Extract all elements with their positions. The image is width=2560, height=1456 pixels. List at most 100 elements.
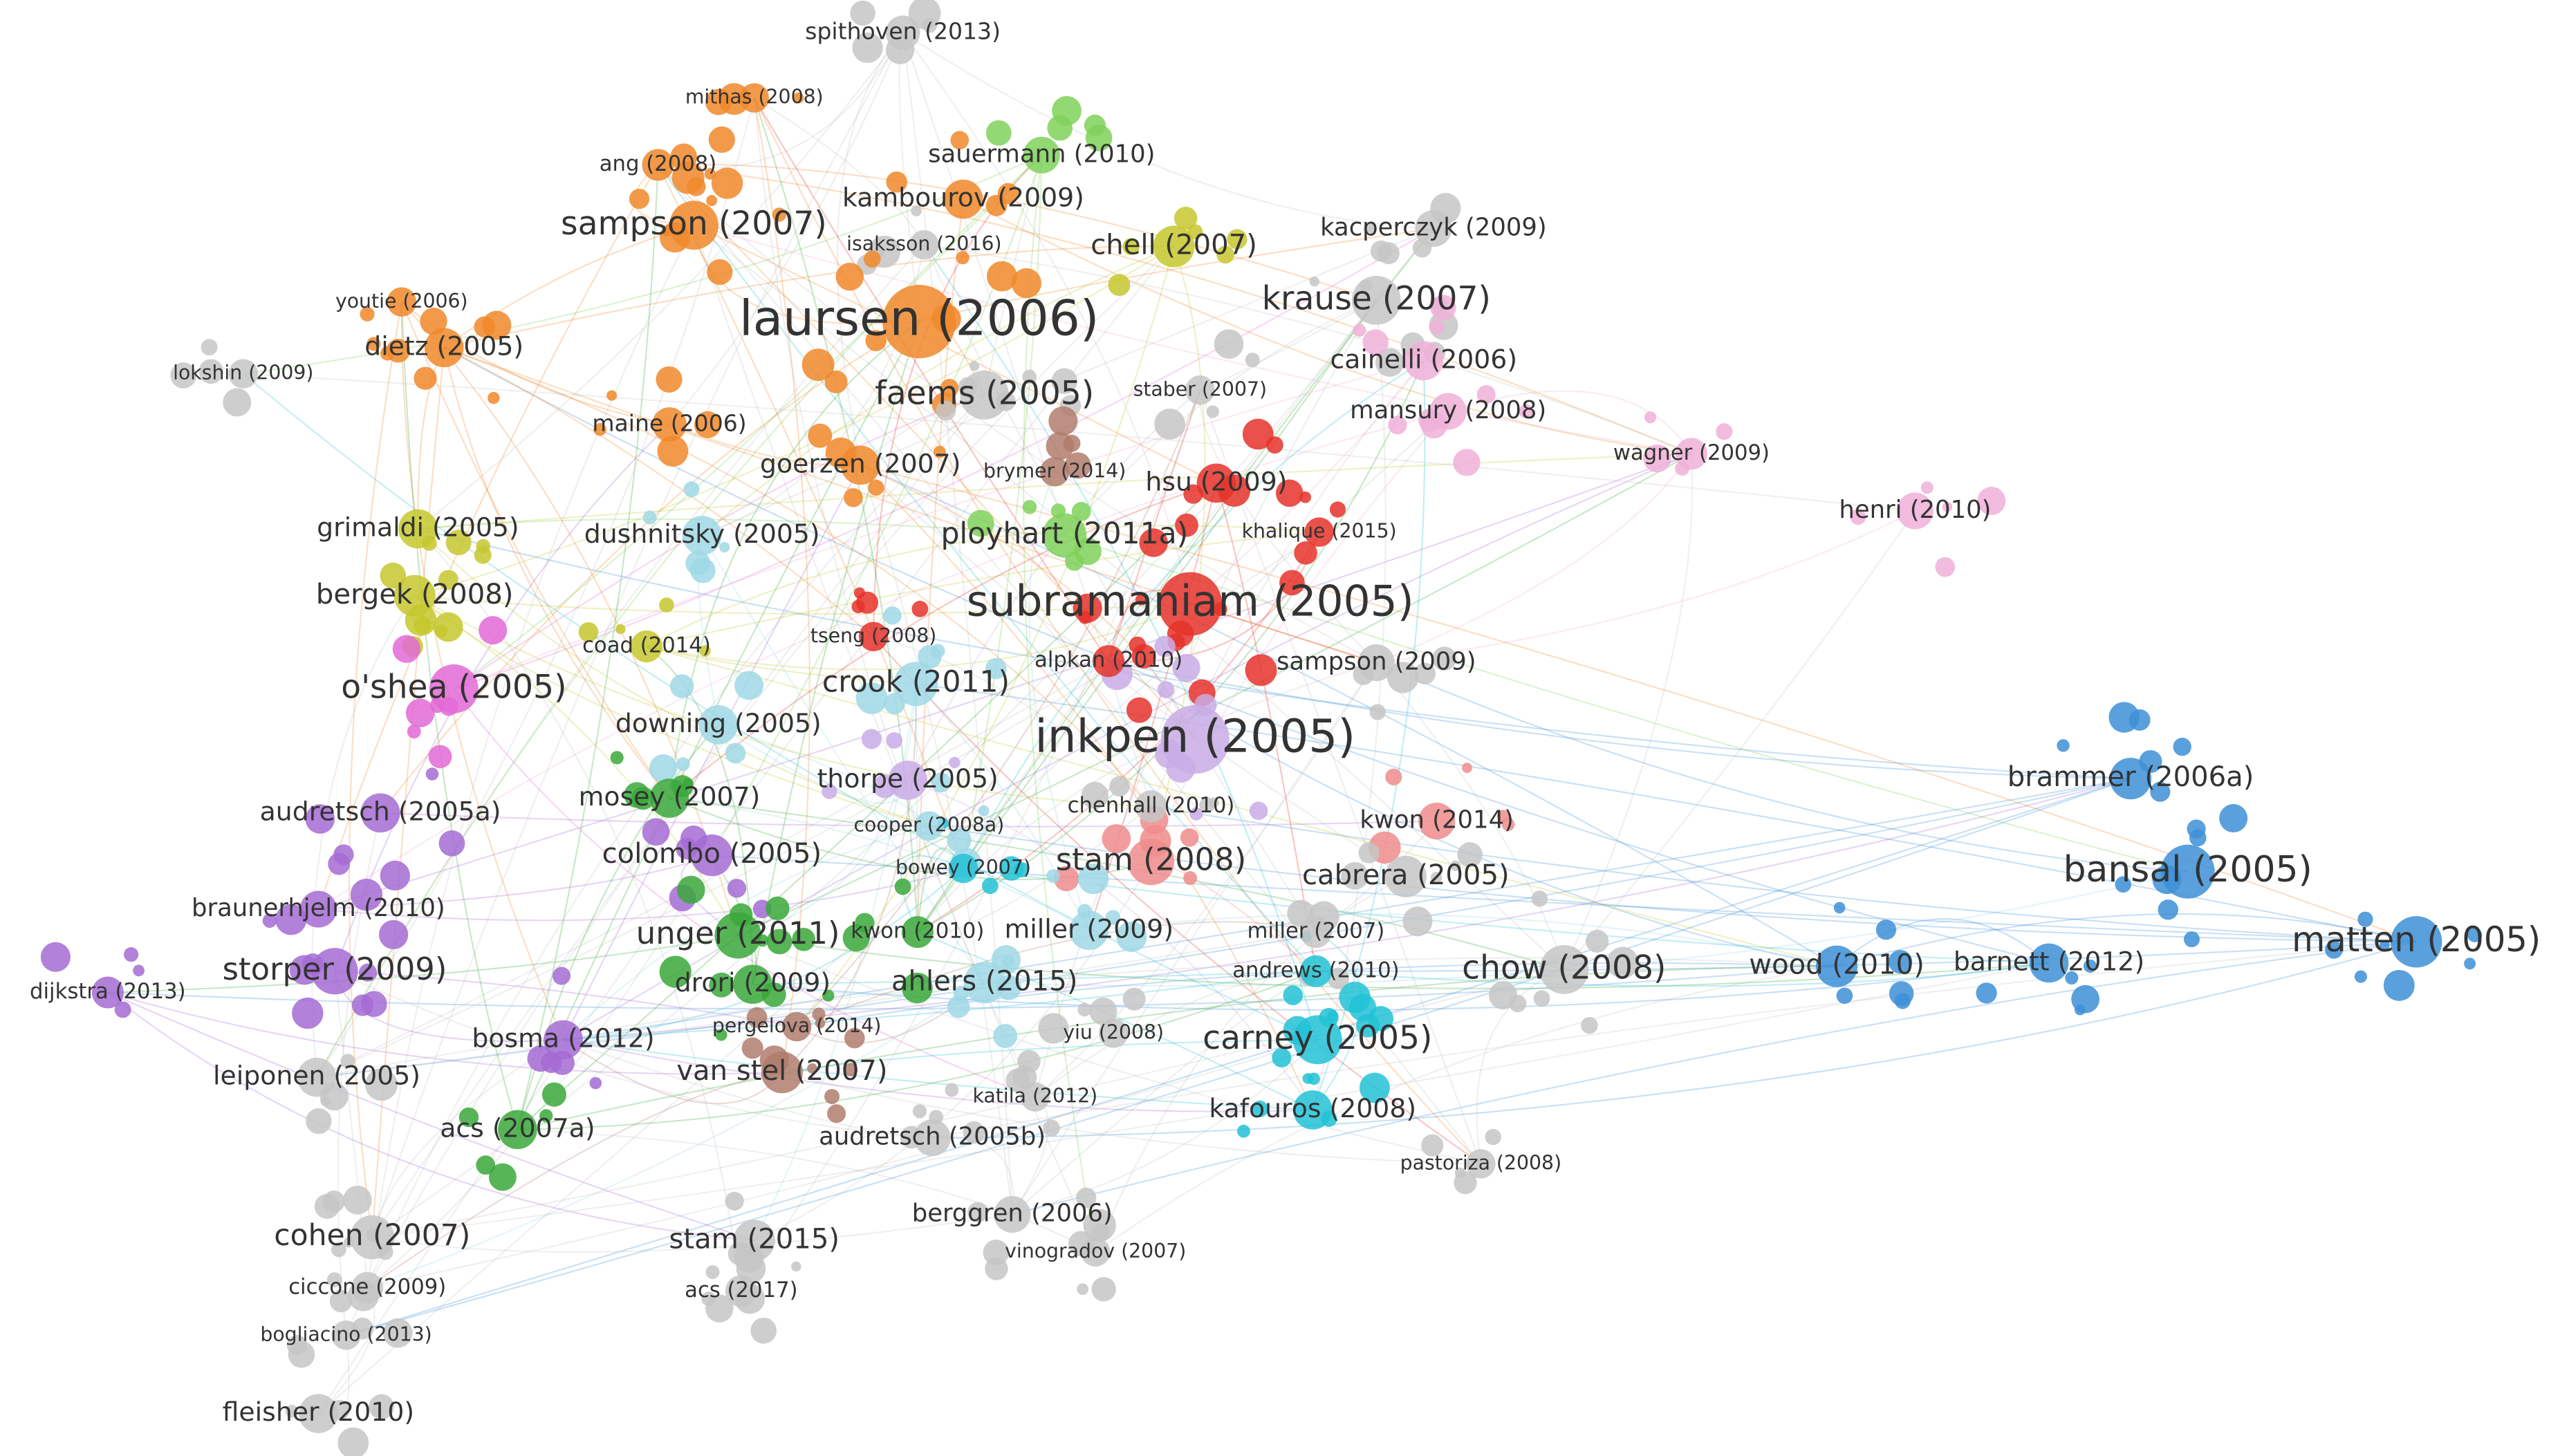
node: [2029, 943, 2069, 983]
node: [824, 1089, 840, 1105]
link: [1012, 941, 2417, 1215]
node: [1208, 797, 1219, 808]
node: [299, 890, 337, 928]
link: [1836, 913, 2417, 967]
link: [701, 227, 1434, 536]
node: [852, 32, 883, 64]
node: [1430, 295, 1456, 321]
node: [1157, 681, 1175, 698]
link: [367, 1038, 1318, 1289]
node-label: crook (2011): [822, 666, 1010, 700]
node: [1299, 955, 1332, 987]
node: [289, 955, 319, 985]
link: [517, 483, 1217, 1130]
node: [978, 805, 990, 816]
node: [1429, 319, 1445, 335]
node: [1341, 861, 1369, 890]
node: [1644, 411, 1657, 424]
link: [371, 347, 445, 1238]
node: [967, 510, 994, 537]
link: [317, 245, 1175, 1415]
node-label: chenhall (2010): [1068, 794, 1235, 818]
node: [1172, 653, 1200, 682]
node: [578, 622, 599, 642]
link: [657, 164, 1196, 740]
node: [718, 541, 730, 553]
link: [107, 991, 754, 1242]
node: [2150, 781, 2171, 802]
link: [860, 464, 1196, 740]
node-label: youtie (2006): [335, 290, 468, 312]
node: [1089, 997, 1117, 1025]
node: [285, 1405, 299, 1418]
node: [350, 1215, 395, 1260]
node: [792, 92, 804, 104]
link: [563, 970, 1317, 1041]
node: [1196, 463, 1236, 503]
node: [936, 400, 956, 421]
node: [392, 635, 420, 663]
node-label: pastoriza (2008): [1400, 1151, 1562, 1174]
node: [624, 782, 650, 808]
node: [299, 1394, 338, 1433]
node: [1432, 646, 1457, 671]
node: [1675, 438, 1707, 470]
node: [683, 481, 700, 498]
node: [91, 976, 124, 1009]
node-label: henri (2010): [1839, 496, 1991, 524]
node: [642, 510, 657, 525]
node: [1378, 242, 1400, 265]
node: [948, 853, 978, 884]
node: [438, 570, 458, 590]
link: [741, 389, 1201, 1292]
link: [1035, 662, 1378, 1098]
node: [358, 963, 378, 982]
link: [443, 346, 874, 637]
link: [367, 225, 695, 1288]
node: [727, 879, 747, 898]
node: [386, 339, 411, 363]
node: [1022, 369, 1037, 384]
node-label: barnett (2012): [1954, 946, 2144, 976]
node: [659, 597, 674, 613]
node-label: ciccone (2009): [288, 1275, 446, 1299]
node-label: stam (2015): [669, 1223, 840, 1255]
node: [1038, 1013, 1069, 1044]
node: [306, 1108, 332, 1135]
node: [1216, 245, 1235, 264]
node: [2083, 959, 2097, 973]
node: [1369, 704, 1386, 720]
node: [642, 818, 670, 846]
node: [801, 348, 835, 382]
node: [2109, 758, 2152, 800]
node: [1388, 416, 1407, 435]
node: [2354, 970, 2368, 983]
node: [685, 550, 711, 576]
node-label: isaksson (2016): [846, 232, 1001, 255]
node: [739, 83, 770, 113]
link: [1315, 962, 2050, 987]
node-label: dushnitsky (2005): [584, 519, 820, 549]
link: [668, 321, 920, 799]
node: [750, 1317, 777, 1344]
link: [317, 410, 1449, 910]
node: [933, 445, 946, 458]
link: [1064, 299, 1377, 536]
node: [1384, 855, 1427, 897]
node: [382, 1318, 413, 1348]
node: [943, 179, 983, 219]
node: [198, 359, 224, 384]
link: [932, 941, 2417, 1139]
node: [361, 991, 387, 1017]
node: [772, 207, 787, 222]
node: [1413, 662, 1436, 684]
node-label: alpkan (2010): [1035, 648, 1182, 673]
node: [930, 644, 945, 659]
node: [351, 1271, 384, 1304]
node: [407, 725, 421, 739]
node: [1309, 276, 1320, 287]
node: [1109, 776, 1130, 797]
node-label: goerzen (2007): [760, 448, 961, 478]
node: [445, 530, 472, 556]
node-label: lokshin (2009): [173, 362, 313, 384]
